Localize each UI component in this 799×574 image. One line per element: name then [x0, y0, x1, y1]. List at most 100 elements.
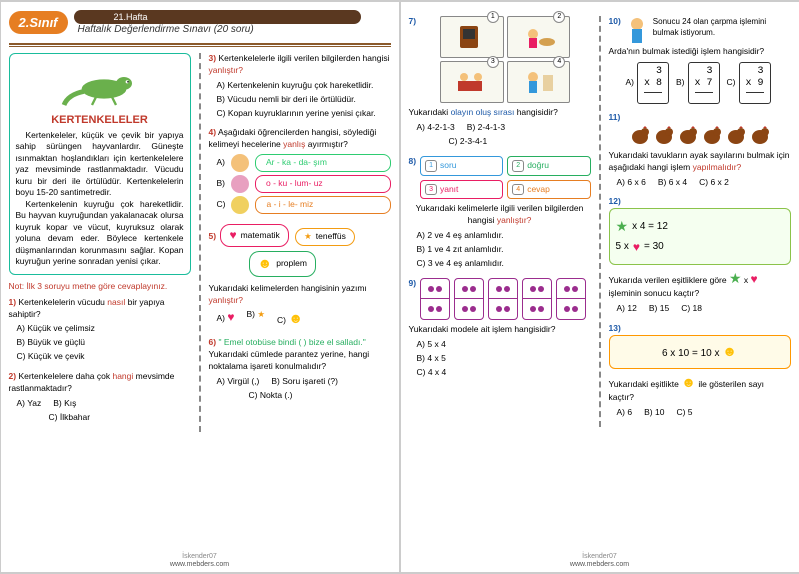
- q3: 3) Kertenkelelerle ilgili verilen bilgil…: [209, 53, 391, 119]
- info-title: KERTENKELELER: [16, 114, 184, 126]
- chicken-icon: [677, 124, 699, 146]
- footer: İskender07 www.mebders.com: [1, 553, 399, 568]
- q6: 6) " Emel otobüse bindi ( ) bize el sall…: [209, 337, 391, 401]
- heart-icon: ♥: [633, 239, 640, 256]
- q8-c: C) 3 ve 4 eş anlamlıdır.: [417, 258, 591, 270]
- grade-badge: 2.Sınıf: [9, 11, 68, 34]
- subtitle: Haftalık Değerlendirme Sınavı (20 soru): [78, 24, 391, 35]
- domino: [556, 278, 586, 320]
- star-icon: ★: [616, 217, 629, 237]
- q2-a: A) Yaz: [17, 398, 42, 410]
- page1-col2: 3) Kertenkelelerle ilgili verilen bilgil…: [199, 53, 391, 432]
- q12: 12) ★x 4 = 12 5 x♥= 30 Yukarıda verilen …: [609, 196, 791, 315]
- smiley-icon: ☻: [258, 254, 273, 274]
- q13: 13) 6 x 10 = 10 x ☻ Yukarıdaki eşitlikte…: [609, 323, 791, 419]
- child-icon: [231, 154, 249, 172]
- info-box: KERTENKELELER Kertenkeleler, küçük ve çe…: [9, 53, 191, 275]
- pic-4: 4: [507, 61, 571, 103]
- q8: 8) 1soru 2doğru 3yanıt 4cevap Yukarıdaki…: [409, 156, 591, 270]
- pic-3: 3: [440, 61, 504, 103]
- q10-b: B)3x 7: [676, 62, 723, 104]
- q8-b: B) 1 ve 4 zıt anlamlıdır.: [417, 244, 591, 256]
- q6-c: C) Nokta (.): [249, 390, 391, 402]
- page-1: 2.Sınıf 21.Hafta Haftalık Değerlendirme …: [1, 2, 399, 572]
- footer: İskender07 www.mebders.com: [401, 553, 799, 568]
- q9-c: C) 4 x 4: [417, 367, 591, 379]
- q7: 7) 1 2 3 4 Yukarıdaki olayın oluş sırası…: [409, 16, 591, 148]
- domino: [522, 278, 552, 320]
- q5-num: 5): [209, 231, 217, 241]
- child-icon: [231, 196, 249, 214]
- note: Not: İlk 3 soruyu metne göre cevaplayını…: [9, 281, 191, 291]
- q8-a: A) 2 ve 4 eş anlamlıdır.: [417, 230, 591, 242]
- q13-c: C) 5: [676, 407, 692, 419]
- q7-c: C) 2-3-4-1: [449, 136, 591, 148]
- info-p2: Kertenkelenin kuyruğu çok hareketlidir. …: [16, 199, 184, 268]
- q10: 10) Sonucu 24 olan çarpma işlemini bulma…: [609, 16, 791, 104]
- chicken-icon: [701, 124, 723, 146]
- smiley-icon: ☻: [722, 343, 737, 359]
- q13-num: 13): [609, 323, 621, 333]
- domino: [488, 278, 518, 320]
- q9-num: 9): [409, 278, 417, 290]
- q5-b: B) ★: [247, 309, 266, 329]
- q6-a: A) Virgül (,): [217, 376, 260, 388]
- q11-num: 11): [609, 112, 621, 122]
- chicken-icon: [725, 124, 747, 146]
- q9-b: B) 4 x 5: [417, 353, 591, 365]
- q6-num: 6): [209, 337, 217, 347]
- q3-num: 3): [209, 53, 217, 63]
- q5-c: C) ☻: [277, 309, 303, 329]
- page-2: 7) 1 2 3 4 Yukarıdaki olayın oluş sırası…: [401, 2, 799, 572]
- q1-a: A) Küçük ve çelimsiz: [17, 323, 191, 335]
- child-icon: [231, 175, 249, 193]
- header: 2.Sınıf 21.Hafta Haftalık Değerlendirme …: [9, 10, 391, 35]
- page1-col1: KERTENKELELER Kertenkeleler, küçük ve çe…: [9, 53, 191, 432]
- q7-num: 7): [409, 16, 417, 107]
- pic-2: 2: [507, 16, 571, 58]
- q1: 1) Kertenkelelerin vücudu nasıl bir yapı…: [9, 297, 191, 363]
- page2-col2: 10) Sonucu 24 olan çarpma işlemini bulma…: [599, 16, 791, 427]
- q10-a: A)3x 8: [625, 62, 672, 104]
- chicken-icon: [629, 124, 651, 146]
- star-icon: ★: [304, 231, 312, 243]
- q12-c: C) 18: [681, 303, 702, 315]
- week-pill: 21.Hafta: [74, 10, 361, 24]
- q13-a: A) 6: [617, 407, 633, 419]
- q9-a: A) 5 x 4: [417, 339, 591, 351]
- child-icon: [625, 16, 649, 46]
- q1-num: 1): [9, 297, 17, 307]
- q3-b: B) Vücudu nemli bir deri ile örtülüdür.: [217, 94, 391, 106]
- q12-a: A) 12: [617, 303, 637, 315]
- q11-b: B) 6 x 4: [658, 177, 687, 189]
- q2-num: 2): [9, 371, 17, 381]
- divider: [9, 43, 391, 47]
- pic-1: 1: [440, 16, 504, 58]
- q4-num: 4): [209, 127, 217, 137]
- q12-b: B) 15: [649, 303, 669, 315]
- q1-c: C) Küçük ve çevik: [17, 351, 191, 363]
- q10-num: 10): [609, 16, 621, 28]
- info-p1: Kertenkeleler, küçük ve çevik bir yapıya…: [16, 130, 184, 199]
- q3-c: C) Kopan kuyruklarının yerine yenisi çık…: [217, 108, 391, 120]
- q2-c: C) İlkbahar: [49, 412, 191, 424]
- page2-col1: 7) 1 2 3 4 Yukarıdaki olayın oluş sırası…: [409, 16, 591, 427]
- q3-a: A) Kertenkelenin kuyruğu çok hareketlidi…: [217, 80, 391, 92]
- q2-b: B) Kış: [53, 398, 76, 410]
- q5-a: A) ♥: [217, 309, 235, 329]
- q7-b: B) 2-4-1-3: [467, 122, 505, 134]
- domino: [420, 278, 450, 320]
- lizard-icon: [60, 60, 140, 110]
- chicken-icon: [749, 124, 771, 146]
- q13-b: B) 10: [644, 407, 664, 419]
- q11: 11) Yukarıdaki tavukların ayak sayıların…: [609, 112, 791, 189]
- q9: 9) Yukarıdaki modele ait işlem hangisidi…: [409, 278, 591, 379]
- q11-c: C) 6 x 2: [699, 177, 729, 189]
- chicken-icon: [653, 124, 675, 146]
- q10-c: C)3x 9: [727, 62, 774, 104]
- q5: 5) ♥matematik ★teneffüs ☻proplem Yukarıd…: [209, 222, 391, 329]
- q8-num: 8): [409, 156, 417, 168]
- heart-icon: ♥: [229, 227, 236, 244]
- domino: [454, 278, 484, 320]
- q6-b: B) Soru işareti (?): [271, 376, 338, 388]
